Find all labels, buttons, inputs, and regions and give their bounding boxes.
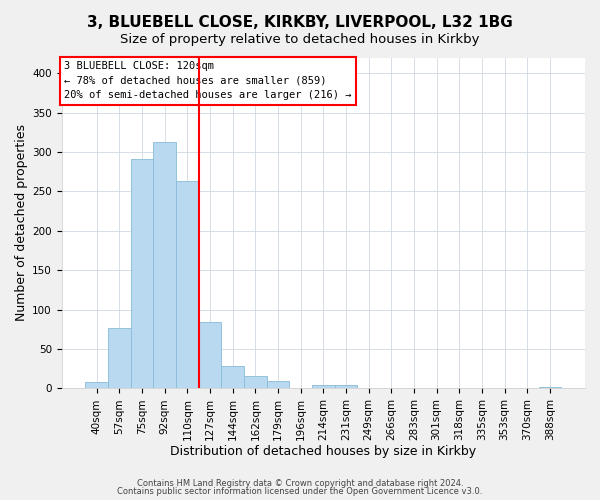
Bar <box>199 322 221 388</box>
Bar <box>221 366 244 388</box>
Bar <box>85 382 108 388</box>
Bar <box>266 382 289 388</box>
Y-axis label: Number of detached properties: Number of detached properties <box>15 124 28 322</box>
Text: Size of property relative to detached houses in Kirkby: Size of property relative to detached ho… <box>120 32 480 46</box>
Text: 3, BLUEBELL CLOSE, KIRKBY, LIVERPOOL, L32 1BG: 3, BLUEBELL CLOSE, KIRKBY, LIVERPOOL, L3… <box>87 15 513 30</box>
Bar <box>154 142 176 388</box>
X-axis label: Distribution of detached houses by size in Kirkby: Distribution of detached houses by size … <box>170 444 476 458</box>
Bar <box>108 328 131 388</box>
Bar <box>312 384 335 388</box>
Bar <box>335 386 358 388</box>
Text: Contains HM Land Registry data © Crown copyright and database right 2024.: Contains HM Land Registry data © Crown c… <box>137 478 463 488</box>
Text: 3 BLUEBELL CLOSE: 120sqm
← 78% of detached houses are smaller (859)
20% of semi-: 3 BLUEBELL CLOSE: 120sqm ← 78% of detach… <box>64 61 352 100</box>
Bar <box>244 376 266 388</box>
Bar <box>176 181 199 388</box>
Bar <box>539 387 561 388</box>
Bar <box>131 159 154 388</box>
Text: Contains public sector information licensed under the Open Government Licence v3: Contains public sector information licen… <box>118 487 482 496</box>
